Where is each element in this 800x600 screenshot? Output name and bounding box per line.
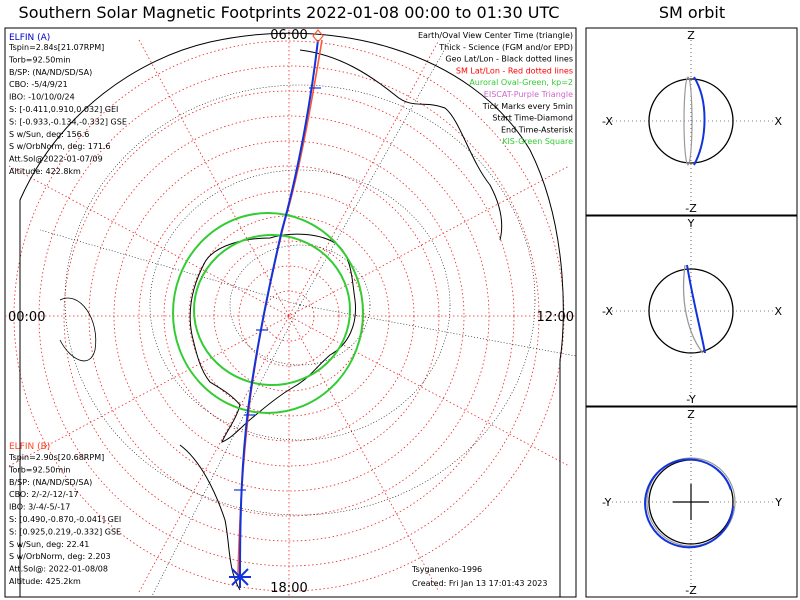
africa-coast xyxy=(59,297,97,362)
auroral-oval-inner xyxy=(193,234,351,386)
elfin-b-info-line: S: [0.925,0.219,-0.332] GSE xyxy=(9,527,121,536)
polar-map xyxy=(5,29,576,597)
elfin-a-info-line: S: [-0.411,0.910,0.032] GEI xyxy=(9,105,118,114)
orbit-b-path xyxy=(646,457,736,547)
sm-grid xyxy=(5,30,576,597)
legend-entry: KIS-Green Square xyxy=(502,137,573,146)
orbit-b-path xyxy=(683,76,693,166)
elfin-b-info: Tspin=2.90s[20.68RPM] Torb=92.50min B/SP: … xyxy=(8,453,121,586)
australia-coast xyxy=(299,49,503,241)
geo-grid xyxy=(39,39,576,597)
elfin-a-info-line: CBO: -5/4/9/21 xyxy=(9,80,68,89)
elfin-a-info-line: Torb=92.50min xyxy=(8,55,70,64)
elfin-b-info-line: Torb=92.50min xyxy=(8,465,70,474)
elfin-a-info-line: B/SP: (NA/ND/SD/SA) xyxy=(9,68,92,77)
elfin-b-info-line: Att.Sol@: 2022-01-08/08 xyxy=(9,565,108,574)
model-name: Tsyganenko-1996 xyxy=(411,565,482,574)
legend-entry: Start Time-Diamond xyxy=(492,114,573,123)
elfin-b-title: ELFIN (B) xyxy=(9,442,50,452)
auroral-oval-outer xyxy=(172,212,364,414)
elfin-b-info-line: B/SP: (NA/ND/SD/SA) xyxy=(9,478,92,487)
orbit-axis-label: X xyxy=(774,305,782,318)
elfin-a-info-line: IBO: -10/10/0/24 xyxy=(9,93,75,102)
legend-entry: Auroral Oval-Green, kp=2 xyxy=(469,78,573,87)
orbit-axis-label: X xyxy=(774,115,782,128)
legend-entry: Tick Marks every 5min xyxy=(482,102,573,111)
elfin-b-info-line: IBO: 3/-4/-5/-17 xyxy=(9,503,70,512)
legend: Earth/Oval View Center Time (triangle) Th… xyxy=(418,31,573,146)
elfin-a-info-line: S w/Sun, deg: 156.6 xyxy=(9,130,89,139)
map-frame xyxy=(4,27,577,598)
elfin-b-info-line: S: [0.490,-0.870,-0.041] GEI xyxy=(9,515,121,524)
globe-limb xyxy=(19,32,564,597)
legend-entry: Earth/Oval View Center Time (triangle) xyxy=(418,31,573,40)
clock-label-right: 12:00 xyxy=(537,310,574,325)
legend-entry: SM Lat/Lon - Red dotted lines xyxy=(456,66,573,75)
track-tick-marks xyxy=(234,87,321,491)
clock-label-bottom: 18:00 xyxy=(270,581,307,596)
elfin-b-info-line: S w/Sun, deg: 22.41 xyxy=(9,540,89,549)
orbit-axis-label: Z xyxy=(687,408,695,421)
elfin-a-info-line: Tspin=2.84s[21.07RPM] xyxy=(8,43,104,52)
orbit-axis-label: Y xyxy=(774,496,782,509)
clock-label-left: 00:00 xyxy=(8,310,45,325)
elfin-a-info-line: Att.Sol@2022-01-07/09 xyxy=(9,155,103,164)
elfin-a-info-line: S w/OrbNorm, deg: 171.6 xyxy=(9,142,111,151)
elfin-a-info: Tspin=2.84s[21.07RPM] Torb=92.50min B/SP: … xyxy=(8,43,127,176)
antarctica-outline xyxy=(189,233,357,443)
legend-entry: EISCAT-Purple Triangle xyxy=(484,90,573,99)
orbit-axis-label: -Y xyxy=(686,393,696,406)
orbit-axis-label: Z xyxy=(687,29,695,42)
legend-entry: Geo Lat/Lon - Black dotted lines xyxy=(445,55,573,64)
elfin-b-info-line: S w/OrbNorm, deg: 2.203 xyxy=(9,552,111,561)
orbit-axis-label: -Z xyxy=(685,584,697,597)
orbit-axis-label: -X xyxy=(602,305,613,318)
orbit-a-path xyxy=(693,76,706,166)
orbit-axis-label: -Z xyxy=(685,202,697,215)
orbit-axis-label: -X xyxy=(602,115,613,128)
orbit-a-path xyxy=(686,264,706,354)
elfin-a-title: ELFIN (A) xyxy=(9,33,50,43)
figure-title: Southern Solar Magnetic Footprints 2022-… xyxy=(19,3,560,22)
elfin-a-info-line: Altitude: 422.8km xyxy=(9,167,81,176)
start-time-diamond xyxy=(312,29,324,43)
orbit-axis-label: Y xyxy=(687,217,695,230)
orbit-title: SM orbit xyxy=(659,3,725,22)
elfin-b-info-line: Tspin=2.90s[20.68RPM] xyxy=(8,453,104,462)
created-timestamp: Created: Fri Jan 13 17:01:43 2023 xyxy=(412,579,547,588)
orbit-b-path xyxy=(682,264,704,354)
orbit-a-path xyxy=(644,458,734,549)
clock-label-top: 06:00 xyxy=(270,28,307,43)
elfin-a-info-line: S: [-0.933,-0.134,-0.332] GSE xyxy=(9,117,127,126)
elfin-b-info-line: CBO: 2/-2/-12/-17 xyxy=(9,490,79,499)
legend-entry: End Time-Asterisk xyxy=(501,125,573,134)
orbit-axis-label: -Y xyxy=(602,496,612,509)
elfin-b-info-line: Altitude: 425.2km xyxy=(9,577,81,586)
orbit-panels: Z -Z -X X Y -Y -X X Z -Z -Y Y xyxy=(602,29,782,597)
elfin-a-track xyxy=(239,39,319,576)
orbit-panel-xy xyxy=(585,215,798,407)
legend-entry: Thick - Science (FGM and/or EPD) xyxy=(438,43,573,52)
end-time-asterisk xyxy=(229,566,251,588)
